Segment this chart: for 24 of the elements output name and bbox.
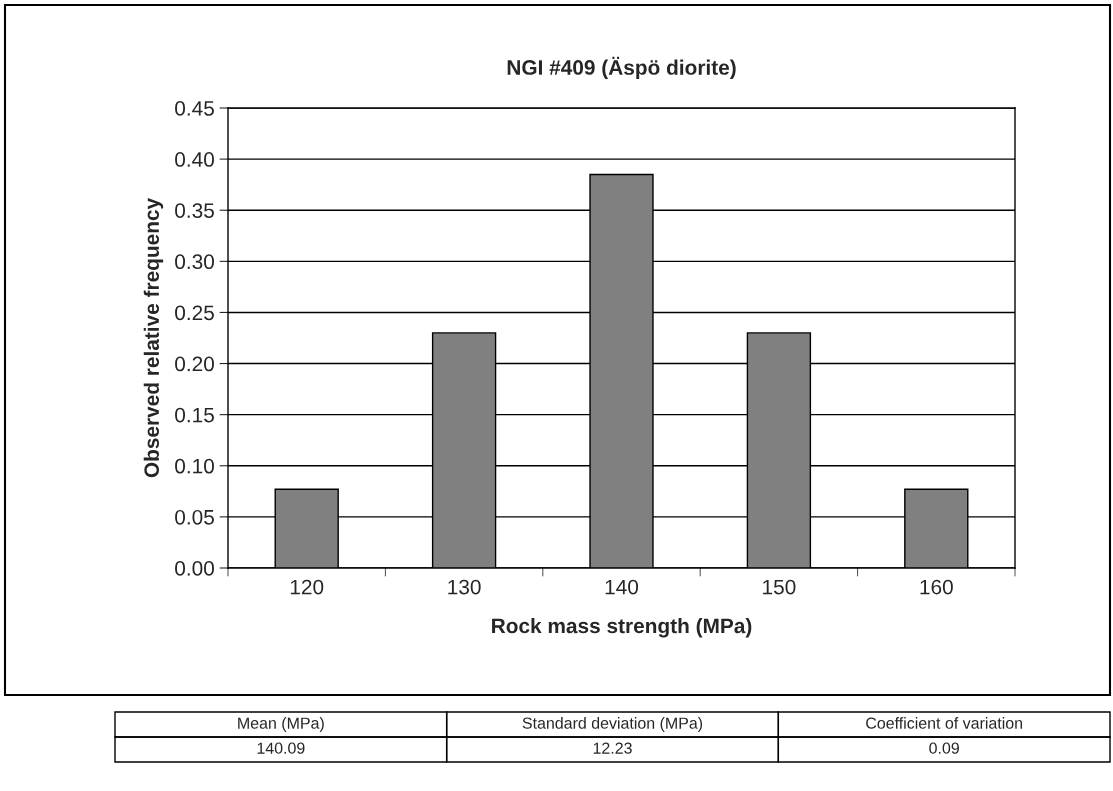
y-tick-label: 0.00 bbox=[175, 561, 214, 576]
y-tick-label: 0.25 bbox=[175, 305, 214, 321]
text: 12.23 bbox=[593, 742, 632, 754]
text: Coefficient of variation bbox=[866, 717, 1023, 729]
y-tick-label: 0.20 bbox=[175, 356, 214, 372]
y-tick-label: 0.15 bbox=[175, 407, 214, 423]
y-tick-label: 0.10 bbox=[175, 458, 214, 474]
y-tick-label: 0.05 bbox=[175, 509, 214, 525]
y-axis-title: Observed relative frequency bbox=[143, 197, 164, 478]
y-tick-label: 0.30 bbox=[175, 254, 214, 270]
y-tick-label: 0.40 bbox=[175, 152, 214, 167]
text: Mean (MPa) bbox=[238, 717, 324, 732]
x-axis-title: Rock mass strength (MPa) bbox=[492, 617, 752, 638]
text: Standard deviation (MPa) bbox=[522, 717, 703, 732]
x-tick-label: 140 bbox=[605, 579, 639, 595]
x-tick-label: 150 bbox=[763, 579, 796, 595]
text: 0.09 bbox=[929, 742, 959, 754]
y-tick-label: 0.45 bbox=[175, 101, 214, 116]
chart-title: NGI #409 (Äspö diorite) bbox=[507, 56, 736, 79]
y-tick-label: 0.35 bbox=[175, 203, 214, 218]
x-tick-label: 130 bbox=[448, 579, 481, 595]
text: 140.09 bbox=[257, 742, 305, 754]
x-tick-label: 120 bbox=[290, 579, 324, 595]
x-tick-label: 160 bbox=[920, 579, 953, 595]
